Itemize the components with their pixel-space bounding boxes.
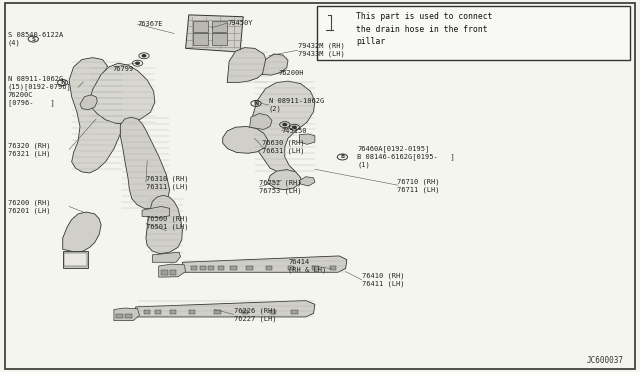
Polygon shape: [170, 310, 176, 314]
Polygon shape: [64, 253, 87, 266]
Polygon shape: [230, 266, 237, 270]
Polygon shape: [193, 33, 208, 45]
Text: 76630 (RH)
76631 (LH): 76630 (RH) 76631 (LH): [262, 140, 305, 154]
Polygon shape: [270, 310, 276, 314]
Polygon shape: [193, 21, 208, 32]
Polygon shape: [189, 310, 195, 314]
Polygon shape: [312, 266, 319, 270]
Polygon shape: [170, 270, 176, 275]
Polygon shape: [152, 252, 180, 262]
Text: S: S: [31, 36, 35, 42]
Text: 745150: 745150: [282, 128, 307, 134]
Text: N: N: [60, 80, 65, 85]
Text: 76310 (RH)
76311 (LH): 76310 (RH) 76311 (LH): [146, 175, 188, 189]
Text: 79432M (RH)
79433M (LH): 79432M (RH) 79433M (LH): [298, 43, 344, 57]
Circle shape: [292, 126, 296, 128]
Polygon shape: [116, 314, 123, 318]
Text: S 08540-6122A
(4): S 08540-6122A (4): [8, 32, 63, 46]
Polygon shape: [88, 63, 155, 124]
Polygon shape: [144, 310, 150, 314]
Polygon shape: [223, 126, 268, 153]
Polygon shape: [300, 134, 315, 144]
Polygon shape: [63, 212, 101, 252]
Text: JC600037: JC600037: [587, 356, 624, 365]
Text: N 08911-1062G
(2): N 08911-1062G (2): [269, 98, 324, 112]
Polygon shape: [253, 81, 315, 173]
Polygon shape: [146, 195, 182, 254]
Text: 76200 (RH)
76201 (LH): 76200 (RH) 76201 (LH): [8, 199, 50, 214]
Polygon shape: [288, 266, 294, 270]
Text: 76367E: 76367E: [138, 21, 163, 27]
Polygon shape: [214, 310, 221, 314]
Polygon shape: [300, 177, 315, 186]
Text: B: B: [340, 154, 344, 160]
Text: 76320 (RH)
76321 (LH): 76320 (RH) 76321 (LH): [8, 142, 50, 157]
Circle shape: [142, 55, 146, 57]
Text: This part is used to connect
the drain hose in the front
pillar: This part is used to connect the drain h…: [356, 12, 493, 46]
Polygon shape: [191, 266, 197, 270]
Polygon shape: [161, 270, 168, 275]
Polygon shape: [120, 117, 170, 209]
Text: 76226 (RH)
76227 (LH): 76226 (RH) 76227 (LH): [234, 307, 276, 321]
Polygon shape: [142, 206, 170, 218]
Circle shape: [136, 62, 140, 64]
Polygon shape: [266, 266, 272, 270]
Polygon shape: [114, 308, 140, 321]
Polygon shape: [227, 48, 268, 83]
Text: 76460A[0192-0195]
B 08146-6162G[0195-   ]
(1): 76460A[0192-0195] B 08146-6162G[0195- ] …: [357, 145, 455, 169]
Text: 76752 (RH)
76753 (LH): 76752 (RH) 76753 (LH): [259, 180, 301, 194]
Polygon shape: [182, 256, 347, 272]
Polygon shape: [250, 113, 272, 129]
Text: 76200H: 76200H: [278, 70, 304, 76]
Text: 76710 (RH)
76711 (LH): 76710 (RH) 76711 (LH): [397, 178, 439, 192]
Polygon shape: [242, 310, 248, 314]
Polygon shape: [136, 301, 315, 317]
Polygon shape: [80, 95, 97, 110]
Polygon shape: [155, 310, 161, 314]
Text: N: N: [253, 101, 259, 106]
Polygon shape: [268, 170, 301, 190]
Polygon shape: [212, 33, 227, 45]
Polygon shape: [212, 21, 227, 32]
Bar: [317, 6, 630, 60]
Polygon shape: [246, 266, 253, 270]
Polygon shape: [330, 266, 336, 270]
Polygon shape: [208, 266, 214, 270]
Polygon shape: [69, 58, 123, 173]
Polygon shape: [159, 264, 186, 277]
Polygon shape: [291, 310, 298, 314]
Polygon shape: [200, 266, 206, 270]
Text: 79450Y: 79450Y: [227, 20, 253, 26]
Text: 76414
(RH & LH): 76414 (RH & LH): [288, 259, 326, 273]
Text: 76799: 76799: [112, 66, 133, 72]
Text: 76500 (RH)
76501 (LH): 76500 (RH) 76501 (LH): [146, 216, 188, 230]
Circle shape: [283, 124, 287, 126]
Text: N 08911-1062G
(15)[0192-0796]
76200C
[0796-    ]: N 08911-1062G (15)[0192-0796] 76200C [07…: [8, 76, 72, 106]
Polygon shape: [125, 314, 132, 318]
Polygon shape: [262, 54, 288, 75]
Polygon shape: [186, 15, 243, 52]
Text: 76410 (RH)
76411 (LH): 76410 (RH) 76411 (LH): [362, 273, 404, 287]
Polygon shape: [218, 266, 224, 270]
Polygon shape: [63, 251, 88, 268]
